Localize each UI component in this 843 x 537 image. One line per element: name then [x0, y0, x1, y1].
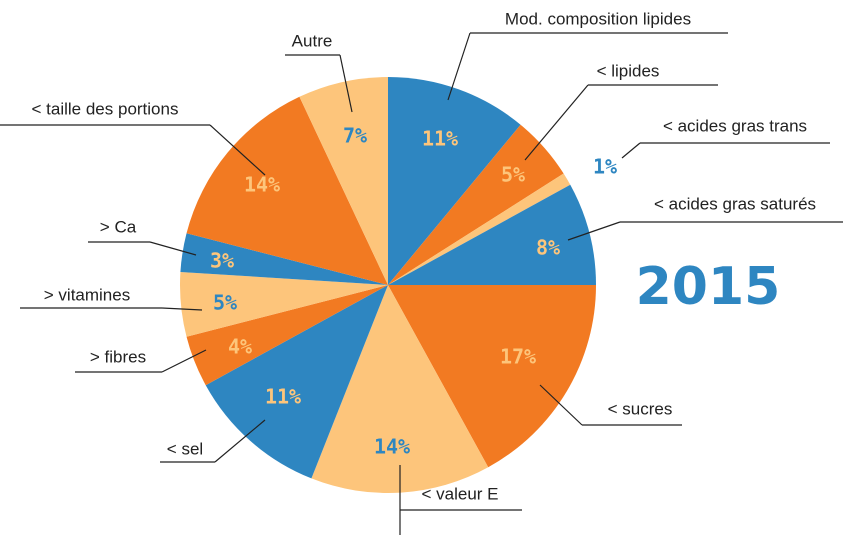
pie-slice [388, 184, 596, 285]
value-label: 7% [343, 124, 367, 148]
pie-slice [180, 233, 388, 285]
leader-line [209, 124, 266, 176]
value-label: 3% [210, 249, 234, 273]
slice-label: > vitamines [44, 285, 130, 304]
pie-slice [186, 285, 388, 386]
slice-label: Autre [292, 31, 333, 50]
pie-slice [388, 77, 521, 285]
leader-line [539, 384, 583, 426]
slice-label: < acides gras saturés [654, 194, 816, 213]
value-label: 14% [244, 173, 280, 197]
leader-line [567, 221, 621, 241]
slice-label: > fibres [90, 347, 146, 366]
pie-slice [388, 285, 596, 468]
value-label: 14% [374, 435, 410, 459]
pie-slice [186, 96, 388, 285]
leader-line [161, 307, 203, 311]
leader-line [149, 241, 197, 256]
leader-line [524, 84, 589, 161]
slice-label: < sucres [608, 399, 673, 418]
pie-slice [311, 285, 489, 494]
slice-label: > Ca [100, 217, 137, 236]
pie-slice [205, 285, 388, 479]
value-label: 5% [501, 163, 525, 187]
slice-label: < valeur E [421, 484, 498, 503]
value-label: 1% [593, 155, 617, 179]
leader-line [161, 349, 207, 373]
value-label: 11% [422, 127, 458, 151]
pie-slice [180, 271, 388, 337]
leader-line [339, 54, 353, 113]
value-label: 4% [228, 335, 252, 359]
slice-label: Mod. composition lipides [505, 9, 691, 28]
slice-label: < sel [167, 439, 203, 458]
value-label: 5% [213, 291, 237, 315]
pie-slice [388, 124, 564, 285]
leader-line [447, 32, 471, 101]
chart-title: 2015 [636, 257, 781, 317]
leader-line [621, 142, 641, 159]
value-label: 8% [536, 236, 560, 260]
pie-slice [388, 173, 571, 285]
slice-label: < acides gras trans [663, 116, 807, 135]
value-label: 17% [500, 345, 536, 369]
pie-slice [299, 77, 388, 285]
slice-label: < lipides [597, 61, 660, 80]
value-label: 11% [265, 385, 301, 409]
slice-label: < taille des portions [32, 99, 179, 118]
leader-line [214, 419, 266, 463]
